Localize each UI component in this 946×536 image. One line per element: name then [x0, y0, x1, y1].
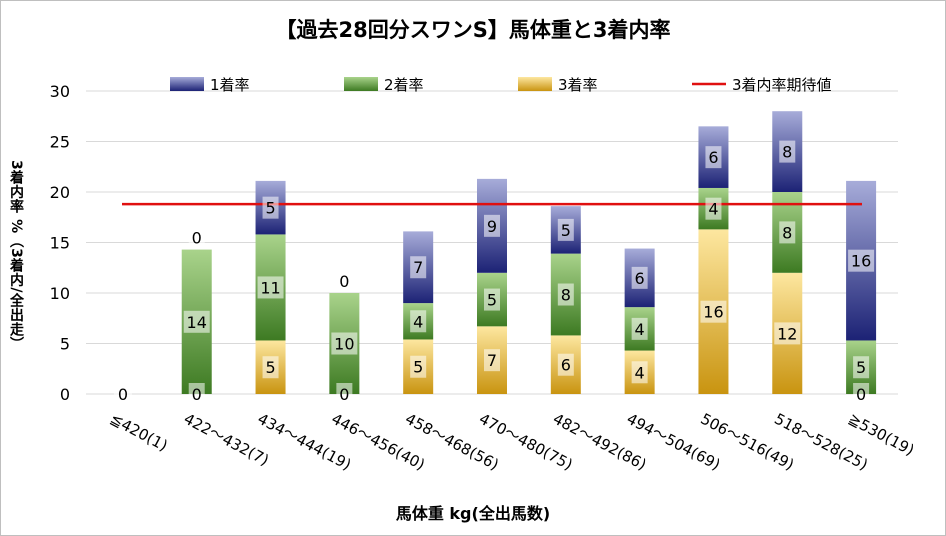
chart-title: 【過去28回分スワンS】馬体重と3着内率	[275, 18, 671, 42]
data-label-bg	[484, 214, 500, 237]
data-label-bg	[113, 383, 132, 405]
data-label-bg	[484, 288, 500, 311]
legend-swatch	[518, 77, 552, 91]
data-label: 5	[487, 291, 497, 310]
data-label-bg	[848, 249, 875, 272]
data-label-bg	[262, 196, 279, 219]
data-label-bg	[257, 276, 284, 299]
data-label-bg	[336, 270, 353, 292]
y-tick-label: 5	[60, 335, 70, 354]
data-label-bg	[779, 140, 796, 163]
data-label: 5	[413, 358, 423, 377]
data-label: 5	[561, 221, 571, 240]
y-tick-label: 10	[50, 284, 70, 303]
data-label: 8	[561, 286, 571, 305]
y-tick-label: 25	[50, 133, 70, 152]
data-label-bg	[853, 383, 870, 405]
data-label-bg	[410, 256, 427, 279]
data-label: 8	[782, 143, 792, 162]
data-label: 0	[339, 272, 349, 291]
data-label: 10	[334, 335, 354, 354]
legend-swatch	[344, 77, 378, 91]
data-label: 7	[487, 351, 497, 370]
data-label-bg	[705, 197, 722, 220]
data-label-bg	[700, 300, 727, 323]
data-label-bg	[853, 356, 870, 379]
data-label-bg	[410, 355, 427, 378]
data-label: 6	[708, 148, 718, 167]
data-label: 4	[635, 363, 645, 382]
y-tick-label: 20	[50, 183, 70, 202]
data-label: 6	[635, 269, 645, 288]
legend-label: 3着率	[558, 76, 598, 94]
data-label-bg	[779, 221, 796, 244]
y-tick-label: 15	[50, 234, 70, 253]
data-label-bg	[188, 226, 205, 249]
legend-swatch	[170, 77, 204, 91]
data-label-bg	[331, 332, 358, 355]
data-label-bg	[183, 310, 210, 333]
data-label: 0	[339, 385, 349, 404]
data-label: 12	[777, 324, 797, 343]
y-tick-label: 30	[50, 82, 70, 101]
data-label: 5	[265, 358, 275, 377]
data-label: 0	[192, 385, 202, 404]
data-label-bg	[410, 310, 427, 333]
y-axis-label: 3着内率 %（3着内/全出走）	[8, 160, 24, 351]
data-label: 0	[192, 229, 202, 248]
data-label-bg	[484, 349, 500, 372]
data-label-bg	[631, 266, 648, 289]
data-label-bg	[705, 146, 722, 169]
y-tick-label: 0	[60, 385, 70, 404]
data-label: 16	[703, 303, 723, 322]
data-label-bg	[336, 383, 353, 405]
data-label: 9	[487, 217, 497, 236]
data-label: 5	[856, 358, 866, 377]
data-label: 4	[413, 312, 423, 331]
data-label-bg	[557, 218, 574, 241]
data-label: 8	[782, 223, 792, 242]
data-label-bg	[557, 353, 574, 376]
legend-label: 1着率	[210, 76, 250, 94]
data-label: 4	[708, 200, 718, 219]
data-label-bg	[557, 283, 574, 306]
data-label-bg	[631, 317, 648, 340]
data-label: 0	[856, 385, 866, 404]
legend-label: 3着内率期待値	[732, 76, 832, 94]
legend-label: 2着率	[384, 76, 424, 94]
data-label: 7	[413, 258, 423, 277]
data-label-bg	[774, 322, 801, 345]
data-label-bg	[631, 361, 648, 384]
data-label: 14	[187, 313, 207, 332]
data-label: 0	[118, 385, 128, 404]
data-label: 6	[561, 356, 571, 375]
x-axis-label: 馬体重 kg(全出馬数)	[395, 504, 551, 523]
data-label-bg	[188, 383, 205, 405]
data-label: 5	[265, 199, 275, 218]
data-label: 16	[851, 252, 871, 271]
data-label: 4	[635, 320, 645, 339]
x-tick-label: ≦420(1)	[107, 410, 171, 455]
data-label-bg	[262, 356, 279, 379]
data-label: 11	[260, 278, 280, 297]
